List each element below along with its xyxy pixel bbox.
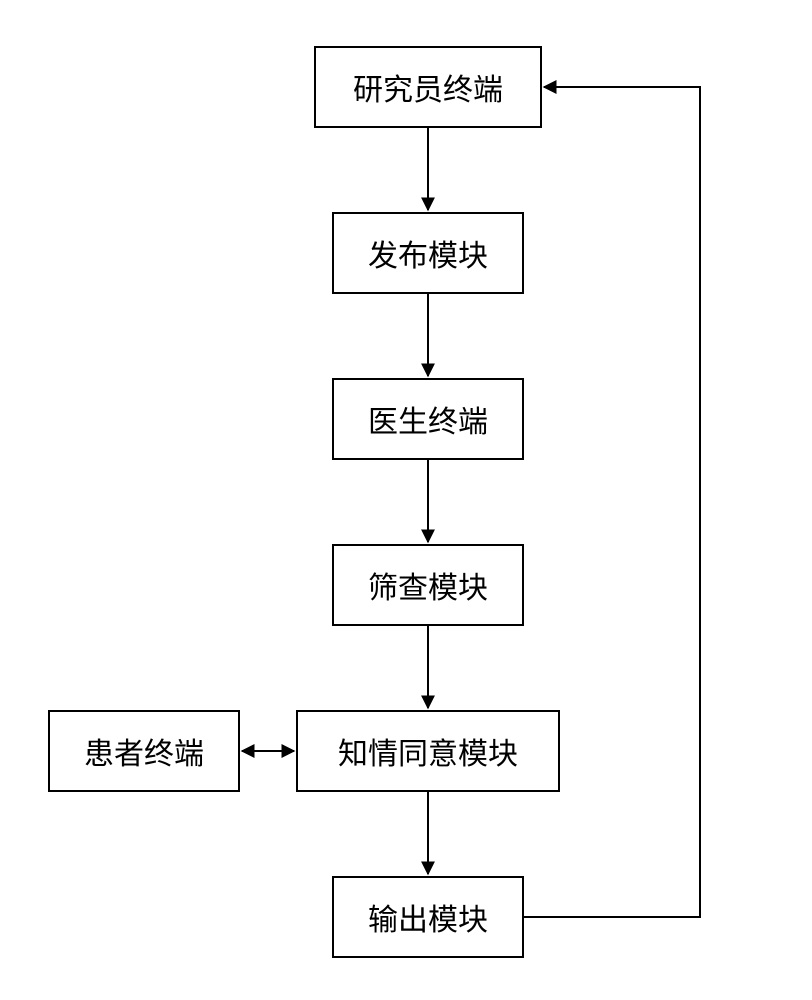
edge-feedback: [524, 87, 700, 917]
connectors-layer: [0, 0, 812, 1000]
